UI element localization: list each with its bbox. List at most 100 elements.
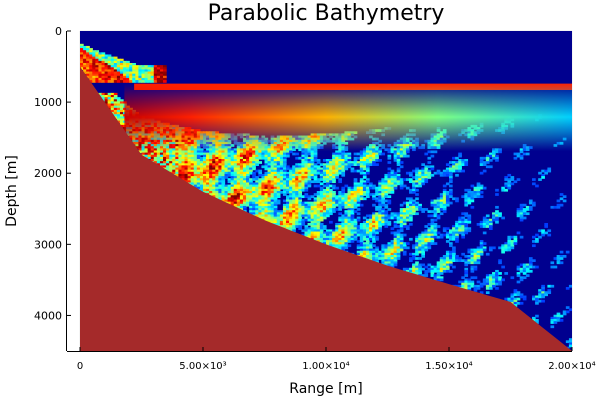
field-cell [359,154,364,158]
field-cell [381,208,386,211]
field-cell [430,233,435,237]
field-cell [541,291,545,294]
field-cell [267,216,272,220]
field-cell [107,67,112,70]
field-cell [304,188,309,192]
field-cell [538,229,542,233]
field-cell [267,173,272,177]
field-cell [335,225,339,228]
field-cell [439,193,444,196]
field-cell [190,165,195,169]
field-cell [356,252,361,256]
field-cell [359,235,364,239]
field-cell [255,203,259,207]
field-cell [86,50,90,53]
field-cell [461,169,465,173]
field-cell [252,188,256,192]
field-cell [292,152,296,156]
field-cell [252,159,256,162]
field-cell [344,229,349,233]
field-cell [439,259,444,262]
field-cell [464,159,469,162]
field-cell [113,103,118,107]
x-tick-label: 1.00×10⁴ [302,361,349,372]
field-cell [206,156,210,160]
field-cell [307,176,312,179]
field-cell [359,227,364,230]
field-cell [261,214,266,218]
field-cell [350,161,355,164]
field-cell [190,150,195,154]
field-cell [172,161,176,164]
field-cell [375,235,379,239]
field-cell [199,156,204,160]
field-cell [482,223,487,226]
field-cell [507,180,512,184]
field-cell [261,205,266,209]
field-cell [424,242,429,245]
field-cell [332,154,336,158]
field-cell [381,186,386,190]
field-cell [218,163,223,166]
field-cell [482,278,487,282]
field-cell [264,203,269,207]
field-cell [335,208,339,211]
field-cell [510,176,515,179]
field-cell [304,182,309,186]
field-cell [393,242,398,245]
field-cell [298,165,302,169]
field-cell [304,229,309,233]
field-cell [326,205,330,209]
field-cell [135,77,140,81]
field-cell [175,154,179,158]
field-cell [399,229,404,233]
field-cell [387,255,392,258]
field-cell [372,235,376,239]
field-cell [301,180,306,184]
field-cell [316,167,321,171]
field-cell [565,250,570,254]
field-cell [365,150,370,154]
field-cell [252,150,256,154]
field-cell [310,165,315,169]
field-cell [224,159,229,162]
field-cell [264,188,269,192]
field-cell [568,340,572,344]
field-cell [452,235,456,239]
field-cell [221,163,226,166]
field-cell [445,163,450,166]
field-cell [190,180,195,184]
field-cell [504,242,509,245]
field-cell [301,210,306,213]
field-cell [341,152,346,156]
field-cell [286,171,290,175]
field-cell [369,244,373,248]
field-cell [199,165,204,169]
field-cell [249,197,253,201]
field-cell [307,208,312,211]
field-cell [292,191,296,194]
field-cell [522,276,527,280]
field-cell [365,184,370,188]
field-cell [249,212,253,216]
field-cell [384,212,389,216]
field-cell [230,203,235,207]
field-cell [242,152,247,156]
field-cell [353,161,358,164]
field-cell [316,161,321,164]
field-cell [129,71,133,75]
field-cell [519,301,524,305]
field-cell [449,242,453,245]
field-cell [184,180,189,184]
field-cell [304,201,309,205]
field-cell [338,195,342,198]
field-cell [326,163,330,166]
field-cell [193,156,198,160]
field-cell [535,240,539,243]
field-cell [307,156,312,160]
field-cell [359,163,364,166]
field-cell [289,169,293,173]
field-cell [516,272,521,275]
field-cell [387,261,392,265]
field-cell [393,259,398,262]
